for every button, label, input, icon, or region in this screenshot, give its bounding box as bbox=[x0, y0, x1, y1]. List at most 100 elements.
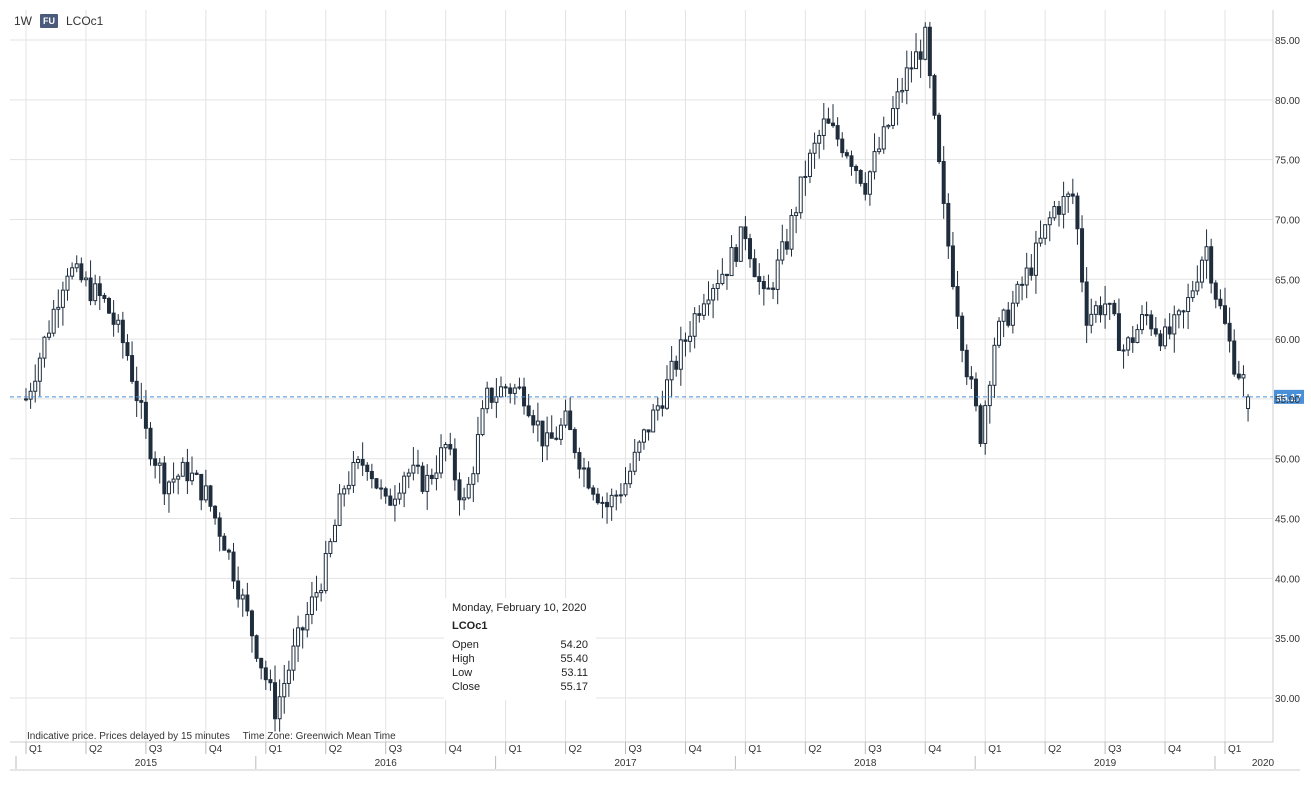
candle-body bbox=[217, 517, 222, 537]
y-tick-label: 75.00 bbox=[1275, 156, 1300, 167]
candle-body bbox=[83, 277, 88, 281]
candle-body bbox=[831, 122, 836, 127]
candle-body bbox=[199, 473, 204, 501]
symbol-label[interactable]: LCOc1 bbox=[66, 14, 104, 28]
candle-body bbox=[134, 380, 139, 402]
x-quarter-label: Q1 bbox=[1228, 744, 1242, 755]
tooltip-row-close: Close 55.17 bbox=[452, 680, 588, 694]
y-tick-label: 40.00 bbox=[1275, 574, 1300, 585]
candle-body bbox=[729, 247, 734, 277]
candle-body bbox=[960, 315, 965, 351]
candle-body bbox=[475, 434, 480, 475]
tooltip-row-low: Low 53.11 bbox=[452, 666, 588, 680]
candle-body bbox=[466, 483, 471, 499]
candle-body bbox=[605, 501, 610, 508]
candle-body bbox=[28, 390, 33, 400]
x-quarter-label: Q2 bbox=[569, 744, 583, 755]
candle-body bbox=[1075, 195, 1080, 230]
x-axis: Q1 Q2 Q3 Q4 Q1 Q2 Q3 Q4 Q1 Q2 Q3 Q4 Q1 Q2 Q3 Q4 Q1 Q2 Q3 Q4… bbox=[15, 742, 1275, 769]
candle-body bbox=[1199, 259, 1204, 283]
candle-body bbox=[973, 378, 978, 407]
candle-body bbox=[1135, 329, 1140, 343]
candle-body bbox=[863, 182, 868, 195]
candle-body bbox=[932, 75, 937, 116]
candle-body bbox=[425, 474, 430, 492]
chart-footer: Indicative price. Prices delayed by 15 m… bbox=[27, 731, 396, 742]
tooltip-label: Close bbox=[452, 681, 481, 693]
candle-body bbox=[618, 494, 623, 497]
candle-body bbox=[319, 590, 324, 594]
candle-body bbox=[309, 596, 314, 616]
candle-body bbox=[651, 409, 656, 433]
y-tick-label: 70.00 bbox=[1275, 215, 1300, 226]
candle-body bbox=[494, 396, 499, 403]
candle-body bbox=[849, 155, 854, 167]
candle-body bbox=[462, 497, 467, 501]
candle-body bbox=[591, 487, 596, 495]
candle-body bbox=[771, 287, 776, 290]
candle-body bbox=[844, 152, 849, 157]
candle-body bbox=[314, 592, 319, 598]
candle-body bbox=[296, 627, 301, 647]
candle-body bbox=[411, 464, 416, 474]
candle-body bbox=[794, 212, 799, 217]
candle-body bbox=[992, 344, 997, 386]
y-tick-label: 85.00 bbox=[1275, 36, 1300, 47]
y-axis: 30.00 35.00 40.00 45.00 50.00 55.00 60.00 65.00… bbox=[1275, 36, 1300, 705]
interval-selector[interactable]: 1W bbox=[14, 14, 32, 28]
candle-body bbox=[1043, 224, 1048, 239]
candle-body bbox=[498, 386, 503, 398]
candle-body bbox=[641, 429, 646, 443]
candle-body bbox=[222, 535, 227, 551]
timezone-note: Time Zone: Greenwich Mean Time bbox=[242, 731, 396, 742]
candle-body bbox=[581, 467, 586, 470]
candle-body bbox=[1033, 242, 1038, 276]
y-tick-label: 55.00 bbox=[1275, 395, 1300, 406]
candle-body bbox=[374, 478, 379, 489]
candle-body bbox=[365, 464, 370, 472]
candle-body bbox=[203, 485, 208, 501]
candle-body bbox=[1093, 305, 1098, 315]
candle-body bbox=[125, 342, 130, 357]
candle-body bbox=[1066, 193, 1071, 197]
candle-body bbox=[517, 386, 522, 389]
candle-body bbox=[628, 470, 633, 485]
candle-body bbox=[711, 287, 716, 301]
candle-body bbox=[415, 464, 420, 467]
candle-body bbox=[1163, 326, 1168, 347]
candle-body bbox=[148, 427, 153, 460]
candle-body bbox=[1209, 246, 1214, 284]
candle-body bbox=[190, 472, 195, 482]
candle-body bbox=[927, 26, 932, 77]
candlestick-series bbox=[24, 21, 1251, 732]
candle-body bbox=[180, 461, 185, 477]
tooltip-row-open: Open 54.20 bbox=[452, 638, 588, 652]
x-quarter-label: Q1 bbox=[988, 744, 1002, 755]
x-year-label: 2020 bbox=[1252, 758, 1275, 769]
x-quarter-label: Q3 bbox=[389, 744, 403, 755]
candle-body bbox=[1056, 206, 1061, 215]
candle-body bbox=[577, 452, 582, 470]
candle-body bbox=[1144, 314, 1149, 317]
candle-body bbox=[586, 467, 591, 489]
candle-body bbox=[503, 386, 508, 389]
candle-body bbox=[1227, 322, 1232, 342]
candle-body bbox=[724, 273, 729, 277]
candle-body bbox=[356, 458, 361, 464]
candle-body bbox=[231, 551, 236, 582]
candle-body bbox=[1121, 349, 1126, 352]
candle-body bbox=[143, 401, 148, 429]
candle-body bbox=[969, 376, 974, 380]
x-quarter-label: Q4 bbox=[1168, 744, 1182, 755]
candle-body bbox=[300, 627, 305, 631]
candle-body bbox=[60, 289, 65, 308]
candle-body bbox=[70, 267, 75, 277]
candle-body bbox=[660, 405, 665, 409]
candle-body bbox=[47, 332, 52, 338]
candle-body bbox=[780, 241, 785, 261]
candle-body bbox=[1204, 246, 1209, 261]
candle-body bbox=[812, 142, 817, 154]
candle-body bbox=[683, 339, 688, 342]
candle-body bbox=[798, 176, 803, 214]
